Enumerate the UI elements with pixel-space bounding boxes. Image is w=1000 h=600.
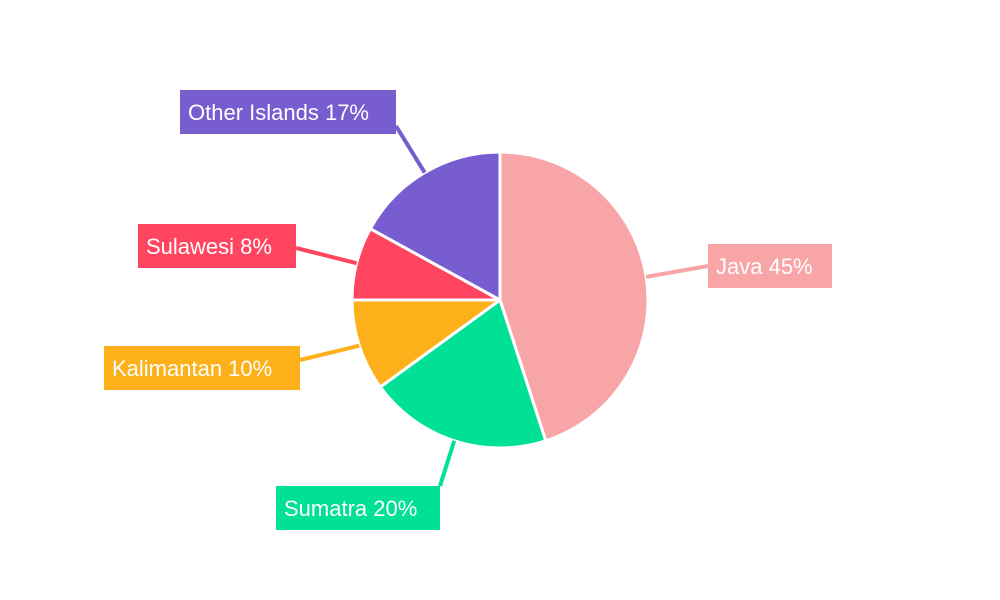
label-text-sulawesi: Sulawesi 8% (146, 234, 272, 259)
leader-line-other-islands (394, 124, 427, 174)
slice-sumatra[interactable] (378, 298, 548, 450)
leader-lines-group (295, 124, 709, 487)
label-box-other-islands (180, 90, 396, 134)
label-other-islands: Other Islands 17% (180, 90, 396, 134)
label-java: Java 45% (708, 244, 832, 288)
leader-line-kalimantan (299, 343, 360, 362)
label-box-sulawesi (138, 224, 296, 268)
label-text-kalimantan: Kalimantan 10% (112, 356, 272, 381)
label-text-sumatra: Sumatra 20% (284, 496, 417, 521)
label-box-kalimantan (104, 346, 300, 390)
label-sulawesi: Sulawesi 8% (138, 224, 296, 268)
label-box-java (708, 244, 832, 288)
label-box-sumatra (276, 486, 440, 530)
label-sumatra: Sumatra 20% (276, 486, 440, 530)
leader-line-java (645, 264, 709, 279)
slice-kalimantan[interactable] (350, 298, 502, 389)
leader-line-sumatra (438, 440, 457, 487)
labels-group: Java 45% Sumatra 20% Kalimantan 10% Sulawes… (104, 90, 832, 530)
slices-group (350, 150, 650, 450)
leader-line-sulawesi (295, 246, 358, 266)
label-kalimantan: Kalimantan 10% (104, 346, 300, 390)
label-text-java: Java 45% (716, 254, 813, 279)
label-text-other-islands: Other Islands 17% (188, 100, 369, 125)
slice-other-islands[interactable] (368, 150, 502, 302)
